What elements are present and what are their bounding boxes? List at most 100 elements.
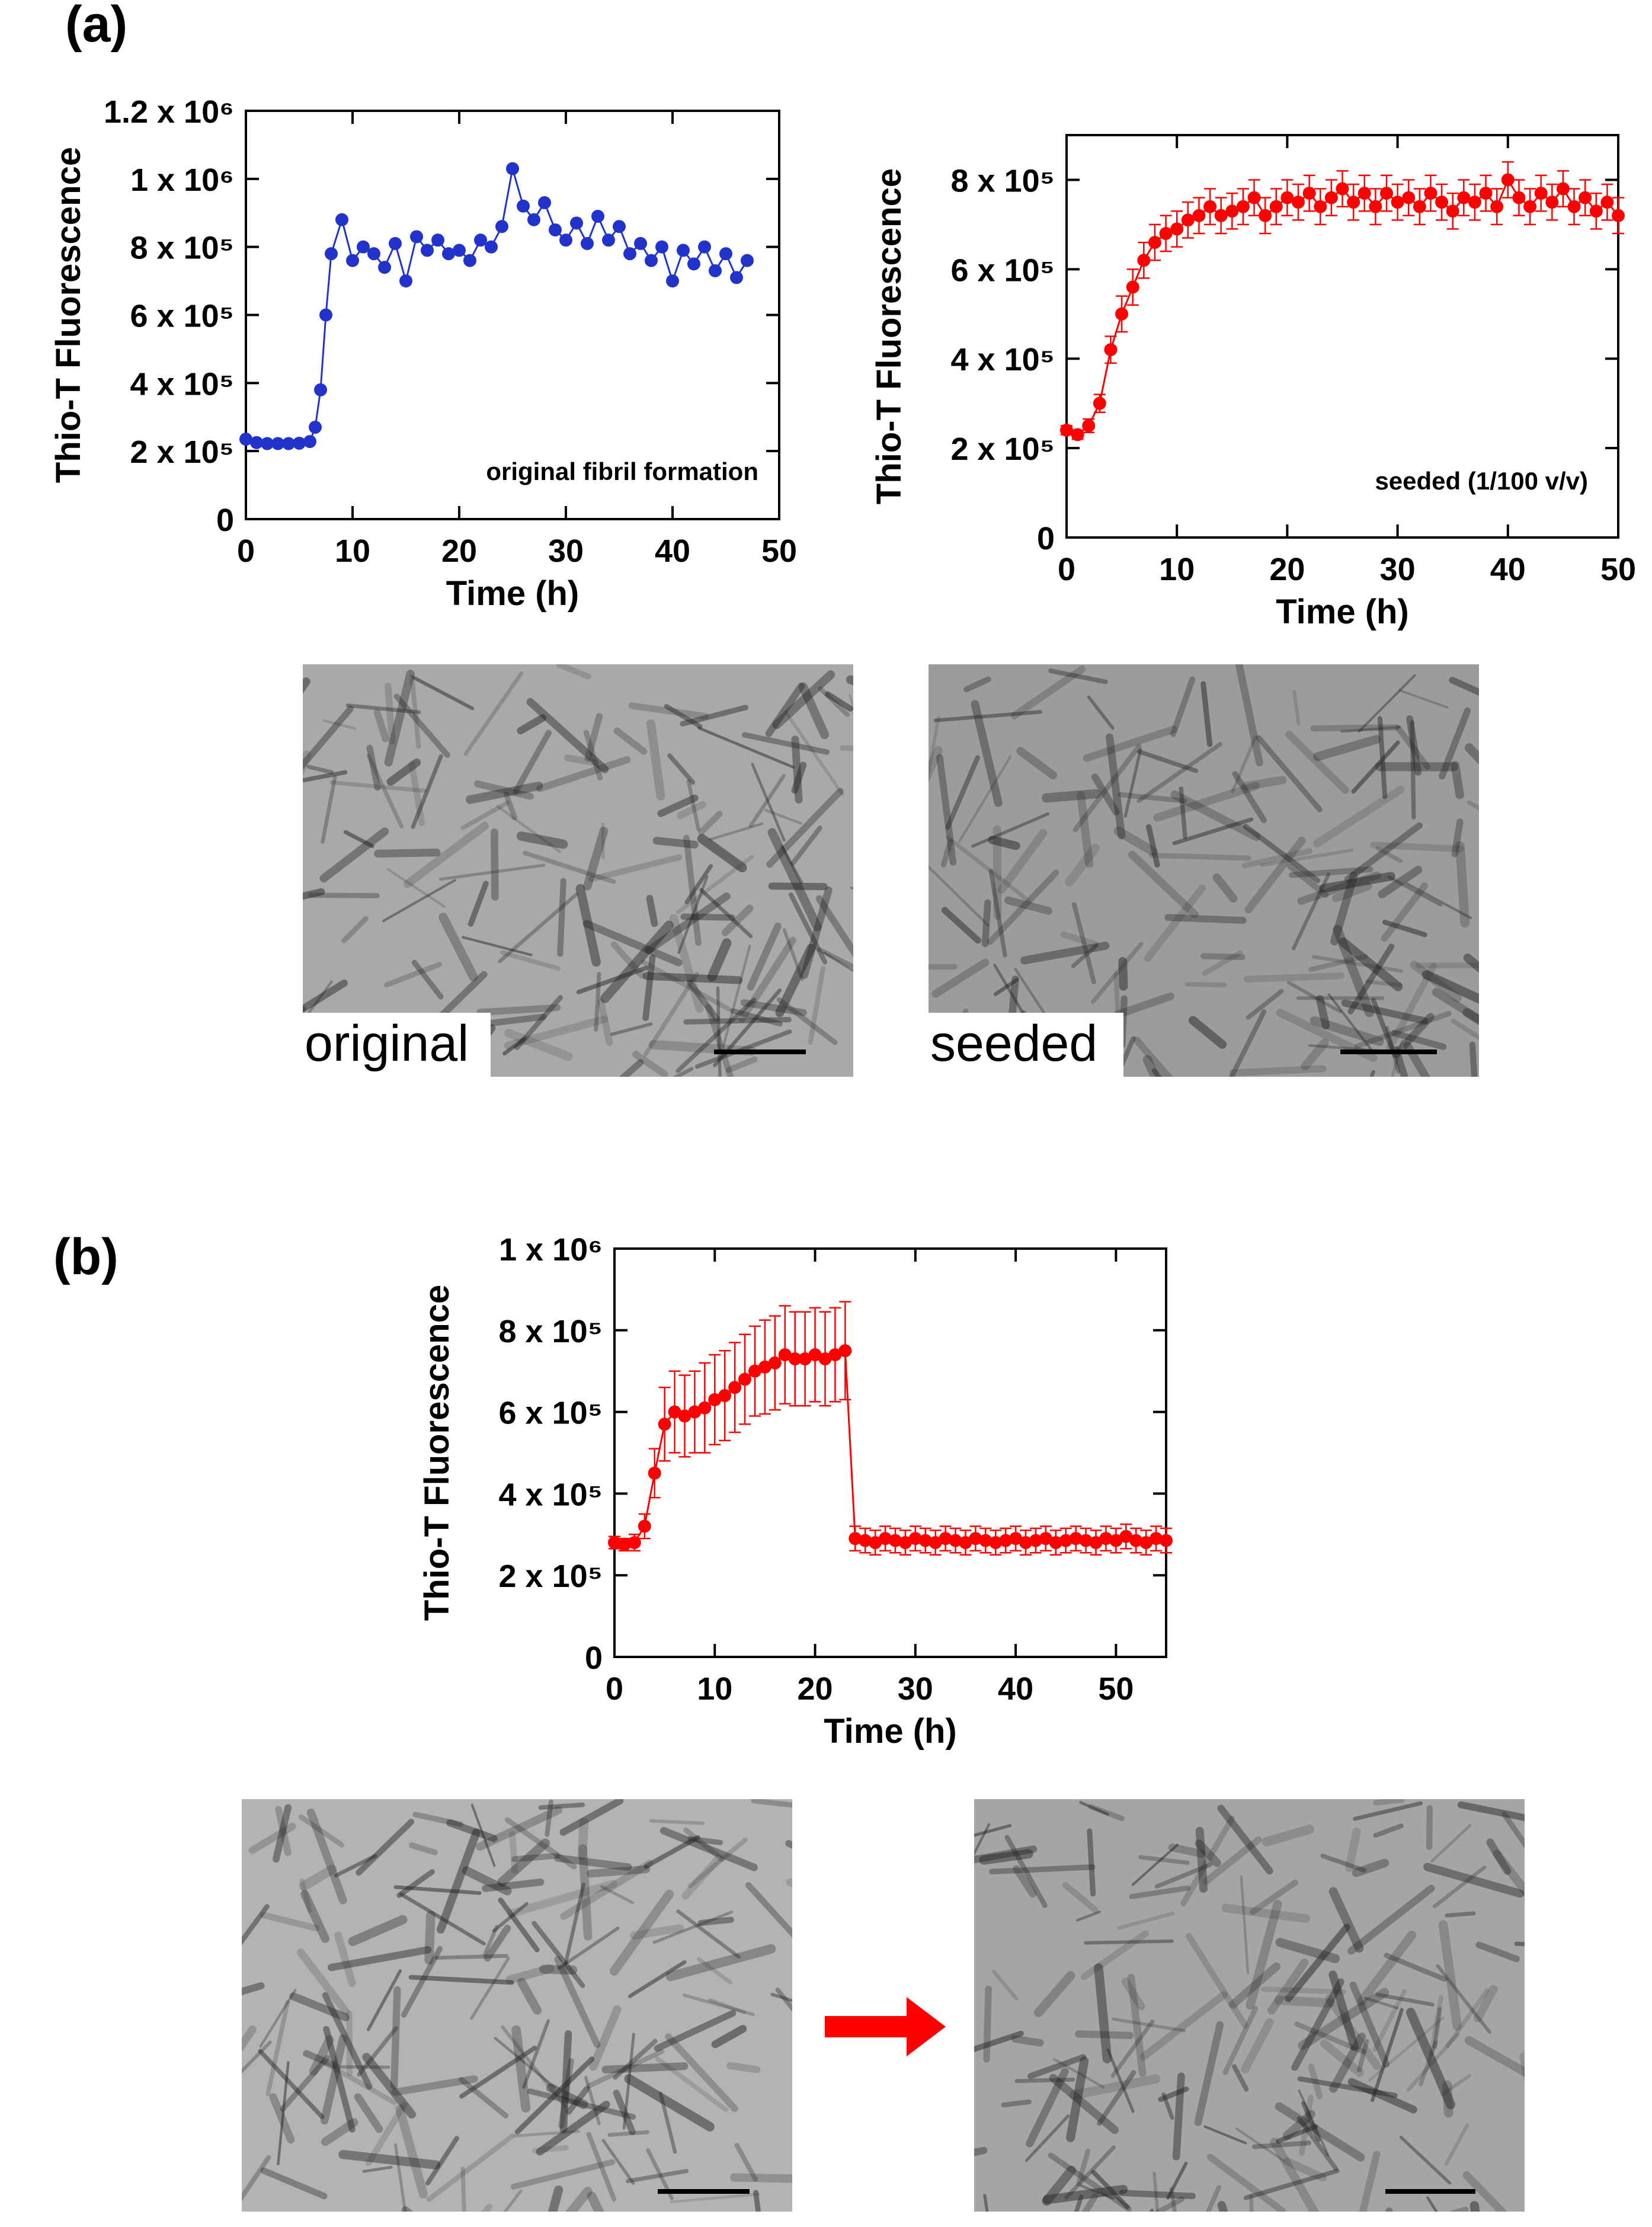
data-point: [1079, 1534, 1093, 1547]
fibril: [303, 677, 310, 694]
x-axis-label: Time (h): [1276, 593, 1409, 631]
fibril: [303, 888, 325, 900]
fibril: [516, 831, 568, 849]
fibril: [303, 979, 348, 1013]
x-tick-label: 40: [1490, 552, 1526, 587]
data-point: [1115, 307, 1129, 321]
fibril: [517, 1978, 542, 2015]
data-point: [293, 436, 306, 450]
fibril: [686, 779, 700, 832]
fibril: [997, 828, 1048, 894]
fibril: [1432, 2007, 1442, 2049]
fibril: [1319, 872, 1395, 893]
fibril: [1419, 2040, 1438, 2087]
fibril: [1387, 875, 1443, 907]
data-point: [613, 220, 626, 233]
fibril: [1375, 846, 1403, 863]
fibril: [504, 1028, 573, 1061]
fibril: [1087, 1828, 1096, 1897]
fibril: [707, 1998, 747, 2014]
data-point: [1457, 191, 1471, 204]
fibril: [1113, 826, 1158, 856]
fibril: [729, 2173, 792, 2183]
fibril: [1169, 2187, 1177, 2212]
fibril: [1111, 2017, 1186, 2033]
data-point: [282, 437, 295, 450]
data-point: [869, 1536, 882, 1550]
micrographs: [242, 664, 1525, 2212]
fibril: [628, 702, 709, 720]
fibril: [522, 2019, 550, 2089]
data-point: [1600, 196, 1614, 209]
fibril: [1014, 2077, 1075, 2084]
fibril: [1235, 664, 1263, 767]
fibril: [659, 1827, 758, 1871]
fibril: [1180, 1815, 1235, 1907]
fibril: [484, 1924, 511, 1962]
fibril: [1344, 822, 1423, 883]
fibril: [940, 839, 953, 868]
fibril: [1486, 1838, 1512, 1875]
fibril: [1352, 1858, 1390, 1877]
data-point: [1589, 204, 1603, 218]
data-point: [908, 1532, 922, 1546]
fibril: [1074, 2194, 1084, 2212]
fibril: [548, 2186, 564, 2212]
fibril: [338, 2149, 441, 2170]
fibril: [1195, 1839, 1221, 1867]
fibril: [538, 1802, 585, 1810]
data-point: [730, 271, 743, 284]
fibril: [1291, 1978, 1344, 2071]
fibril: [641, 959, 731, 1012]
fibril: [1475, 1941, 1520, 1963]
fibril: [788, 892, 828, 965]
fibril: [258, 2049, 325, 2120]
micrograph: [974, 1799, 1525, 2212]
fibril: [1395, 725, 1431, 770]
fibril: [775, 1988, 792, 2012]
fibril: [412, 676, 475, 711]
data-point: [1225, 204, 1239, 218]
fibril: [1118, 792, 1187, 804]
fibril: [981, 899, 991, 948]
data-point: [1119, 1530, 1133, 1543]
fibril: [1444, 2123, 1469, 2166]
y-tick-label: 6 x 10⁵: [130, 299, 235, 334]
fibril: [597, 999, 613, 1046]
fibril: [1423, 1863, 1525, 1898]
fibril: [1391, 1030, 1447, 1050]
fibril: [1090, 942, 1144, 1004]
fibril: [687, 979, 720, 1022]
fibril: [446, 1819, 498, 1842]
data-point: [1148, 236, 1161, 249]
fibril: [300, 1890, 330, 1943]
fibril: [242, 1904, 270, 1946]
fibril: [1042, 2165, 1077, 2206]
fibril: [1172, 2072, 1185, 2161]
fibril: [1244, 836, 1306, 914]
data-point: [668, 1405, 681, 1419]
fibril: [676, 1909, 741, 1959]
label-box: [303, 1013, 491, 1077]
fibril: [767, 828, 822, 932]
fibril: [492, 1902, 529, 1933]
fibril: [556, 664, 591, 680]
fibril: [576, 965, 649, 994]
fibril: [801, 886, 833, 979]
data-point: [859, 1534, 872, 1547]
fibril: [1267, 1958, 1309, 2015]
fibril: [494, 2037, 556, 2089]
y-tick-label: 8 x 10⁵: [499, 1314, 603, 1349]
data-point: [1060, 423, 1073, 437]
data-point: [250, 436, 263, 449]
fibril: [584, 2076, 601, 2126]
fibril: [459, 2076, 509, 2119]
fibril: [482, 1925, 499, 1957]
data-point: [549, 223, 562, 236]
data-point: [1049, 1536, 1062, 1550]
fibril: [1377, 716, 1388, 799]
micrograph: [303, 664, 853, 1077]
fibril: [1154, 1862, 1213, 1889]
fibril: [1091, 773, 1120, 816]
fibril: [1345, 1827, 1361, 1872]
